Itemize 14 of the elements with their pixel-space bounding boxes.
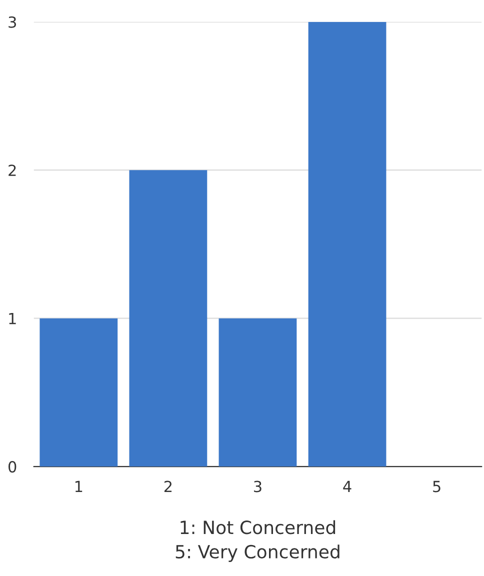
x-tick-label: 5 <box>433 480 440 492</box>
y-tick-label: 3 <box>8 16 16 28</box>
bar <box>40 318 118 467</box>
x-tick-label: 4 <box>343 480 352 492</box>
x-tick-label: 2 <box>164 480 172 492</box>
x-tick-label: 3 <box>254 480 262 492</box>
bar <box>308 22 386 467</box>
bar <box>218 318 297 467</box>
bar <box>129 170 208 467</box>
x-axis-title: 1: Not Concerned 5: Very Concerned <box>176 520 340 562</box>
y-tick-label: 0 <box>8 461 16 473</box>
y-tick-label: 1 <box>9 313 16 324</box>
y-tick-label: 2 <box>8 164 16 176</box>
x-tick-label: 1 <box>75 480 82 492</box>
